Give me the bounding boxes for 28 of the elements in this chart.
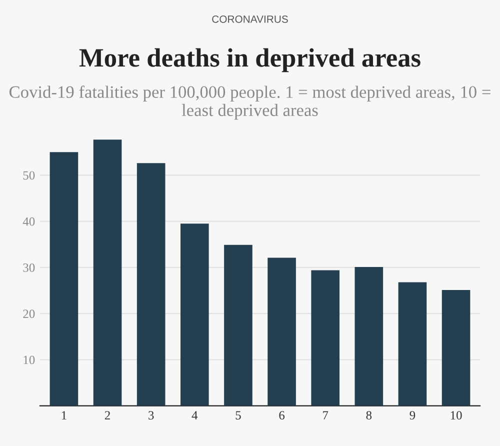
- y-tick-label: 40: [22, 217, 35, 226]
- bar: [354, 266, 384, 406]
- x-tick-label: 1: [62, 411, 66, 420]
- x-tick-label: 3: [148, 411, 154, 420]
- bar: [93, 140, 122, 406]
- y-tick-label: 10: [24, 356, 35, 364]
- bar: [224, 244, 252, 406]
- chart-subtitle: Covid-19 fatalities per 100,000 people. 1 = most deprived areas, 10 = least deprived areas: [9, 86, 490, 120]
- x-tick-label: 2: [104, 411, 110, 420]
- bar: [180, 224, 209, 406]
- x-tick-label: 10: [450, 411, 462, 420]
- x-tick-label: 7: [323, 411, 328, 420]
- y-tick-label: 20: [23, 310, 35, 318]
- y-tick-label: 30: [23, 263, 35, 272]
- bar: [50, 152, 78, 406]
- bar: [398, 282, 427, 406]
- x-tick-label: 9: [410, 411, 416, 420]
- bar: [311, 270, 340, 406]
- y-tick-label: 50: [23, 171, 35, 180]
- bar: [136, 163, 166, 406]
- text: CORONAVIRUS: [212, 15, 288, 23]
- x-tick-label: 6: [279, 411, 285, 420]
- bar: [442, 290, 470, 406]
- x-tick-label: 4: [192, 411, 198, 420]
- chart-title: More deaths in deprived areas: [79, 48, 420, 72]
- x-tick-label: 5: [236, 411, 241, 420]
- x-tick-label: 8: [366, 411, 372, 420]
- bar: [268, 258, 296, 406]
